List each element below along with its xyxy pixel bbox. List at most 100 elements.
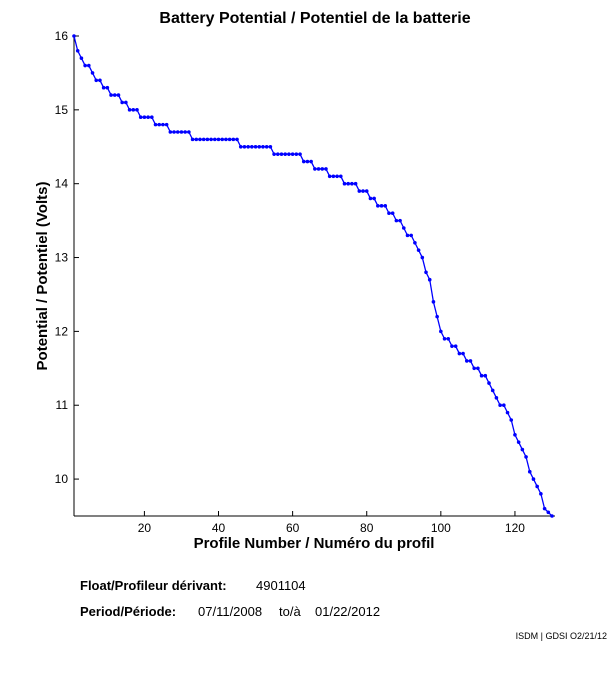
- data-point: [472, 366, 476, 371]
- data-point: [535, 484, 539, 489]
- data-point: [83, 63, 87, 68]
- y-tick-label: 12: [55, 324, 69, 338]
- data-point: [420, 255, 425, 260]
- data-point: [439, 329, 443, 334]
- data-point: [353, 181, 358, 186]
- y-tick-label: 10: [55, 472, 69, 486]
- data-point: [346, 181, 351, 186]
- data-point: [120, 100, 124, 105]
- data-point: [494, 396, 499, 400]
- y-tick-label: 11: [56, 398, 69, 412]
- data-point: [387, 211, 391, 216]
- data-point: [101, 85, 106, 90]
- data-point: [72, 34, 76, 38]
- data-point: [164, 122, 169, 127]
- data-point: [157, 122, 162, 127]
- data-point: [357, 189, 362, 193]
- data-point: [105, 85, 110, 90]
- data-point: [75, 48, 80, 53]
- data-point: [94, 78, 99, 83]
- data-point: [79, 56, 84, 60]
- data-point: [327, 174, 332, 179]
- data-point: [383, 204, 388, 208]
- data-point: [513, 432, 517, 437]
- data-point: [283, 152, 288, 156]
- x-tick-label: 40: [212, 521, 226, 535]
- data-point: [457, 351, 462, 356]
- data-point: [398, 218, 402, 223]
- period-label: Period/Période:: [80, 604, 176, 619]
- data-point: [505, 410, 510, 415]
- data-point: [209, 137, 213, 142]
- data-point: [238, 144, 243, 149]
- data-point: [516, 440, 521, 444]
- data-point: [427, 277, 432, 282]
- data-point: [305, 159, 310, 164]
- data-point: [479, 373, 484, 378]
- data-point: [227, 137, 232, 142]
- data-point: [175, 130, 180, 134]
- x-tick-label: 20: [138, 521, 152, 535]
- data-point: [490, 388, 495, 393]
- data-point: [201, 137, 206, 142]
- data-point: [313, 167, 317, 171]
- data-point: [142, 115, 147, 120]
- data-point: [279, 152, 284, 156]
- period-sep: to/à: [279, 604, 301, 619]
- data-point: [242, 144, 247, 149]
- data-point: [539, 492, 543, 496]
- data-point: [424, 270, 428, 275]
- data-point: [183, 130, 187, 134]
- data-point: [116, 93, 121, 97]
- data-line: [73, 35, 553, 517]
- data-point: [531, 477, 536, 481]
- data-point: [257, 144, 262, 149]
- data-point: [205, 137, 210, 142]
- data-point: [261, 144, 265, 149]
- data-point: [550, 514, 554, 518]
- x-tick-label: 120: [505, 521, 525, 535]
- data-point: [394, 218, 399, 223]
- data-point: [172, 130, 176, 134]
- float-id: 4901104: [256, 578, 306, 593]
- data-point: [364, 189, 369, 193]
- data-point: [379, 204, 384, 208]
- x-tick-label: 80: [360, 521, 374, 535]
- data-point: [246, 144, 250, 149]
- data-point: [338, 174, 343, 179]
- data-point: [187, 130, 191, 134]
- data-point: [127, 108, 132, 112]
- y-tick-label: 16: [55, 29, 69, 43]
- data-point: [453, 344, 458, 348]
- data-point: [487, 381, 491, 385]
- data-point: [90, 71, 95, 75]
- data-point: [390, 211, 395, 216]
- data-point: [294, 152, 299, 156]
- y-axis-label: Potential / Potentiel (Volts): [34, 182, 51, 371]
- data-point: [498, 403, 502, 408]
- data-point: [272, 152, 276, 156]
- float-label: Float/Profileur dérivant:: [80, 578, 227, 593]
- data-point: [135, 108, 139, 112]
- data-point: [213, 137, 217, 142]
- data-point: [301, 159, 306, 164]
- data-point: [461, 351, 465, 356]
- data-point: [368, 196, 373, 201]
- x-axis-label: Profile Number / Numéro du profil: [194, 535, 435, 552]
- data-point: [324, 167, 328, 171]
- data-point: [527, 469, 532, 474]
- data-point: [124, 100, 128, 105]
- data-point: [235, 137, 239, 142]
- data-point: [112, 93, 117, 97]
- footer: ISDM | GDSI O2/21/12: [516, 631, 607, 641]
- data-point: [361, 189, 365, 193]
- y-tick-label: 13: [55, 251, 69, 265]
- y-tick-label: 14: [55, 177, 69, 191]
- data-point: [431, 300, 436, 304]
- data-point: [198, 137, 202, 142]
- data-point: [546, 510, 551, 515]
- data-point: [476, 366, 480, 371]
- period-end: 01/22/2012: [315, 604, 380, 619]
